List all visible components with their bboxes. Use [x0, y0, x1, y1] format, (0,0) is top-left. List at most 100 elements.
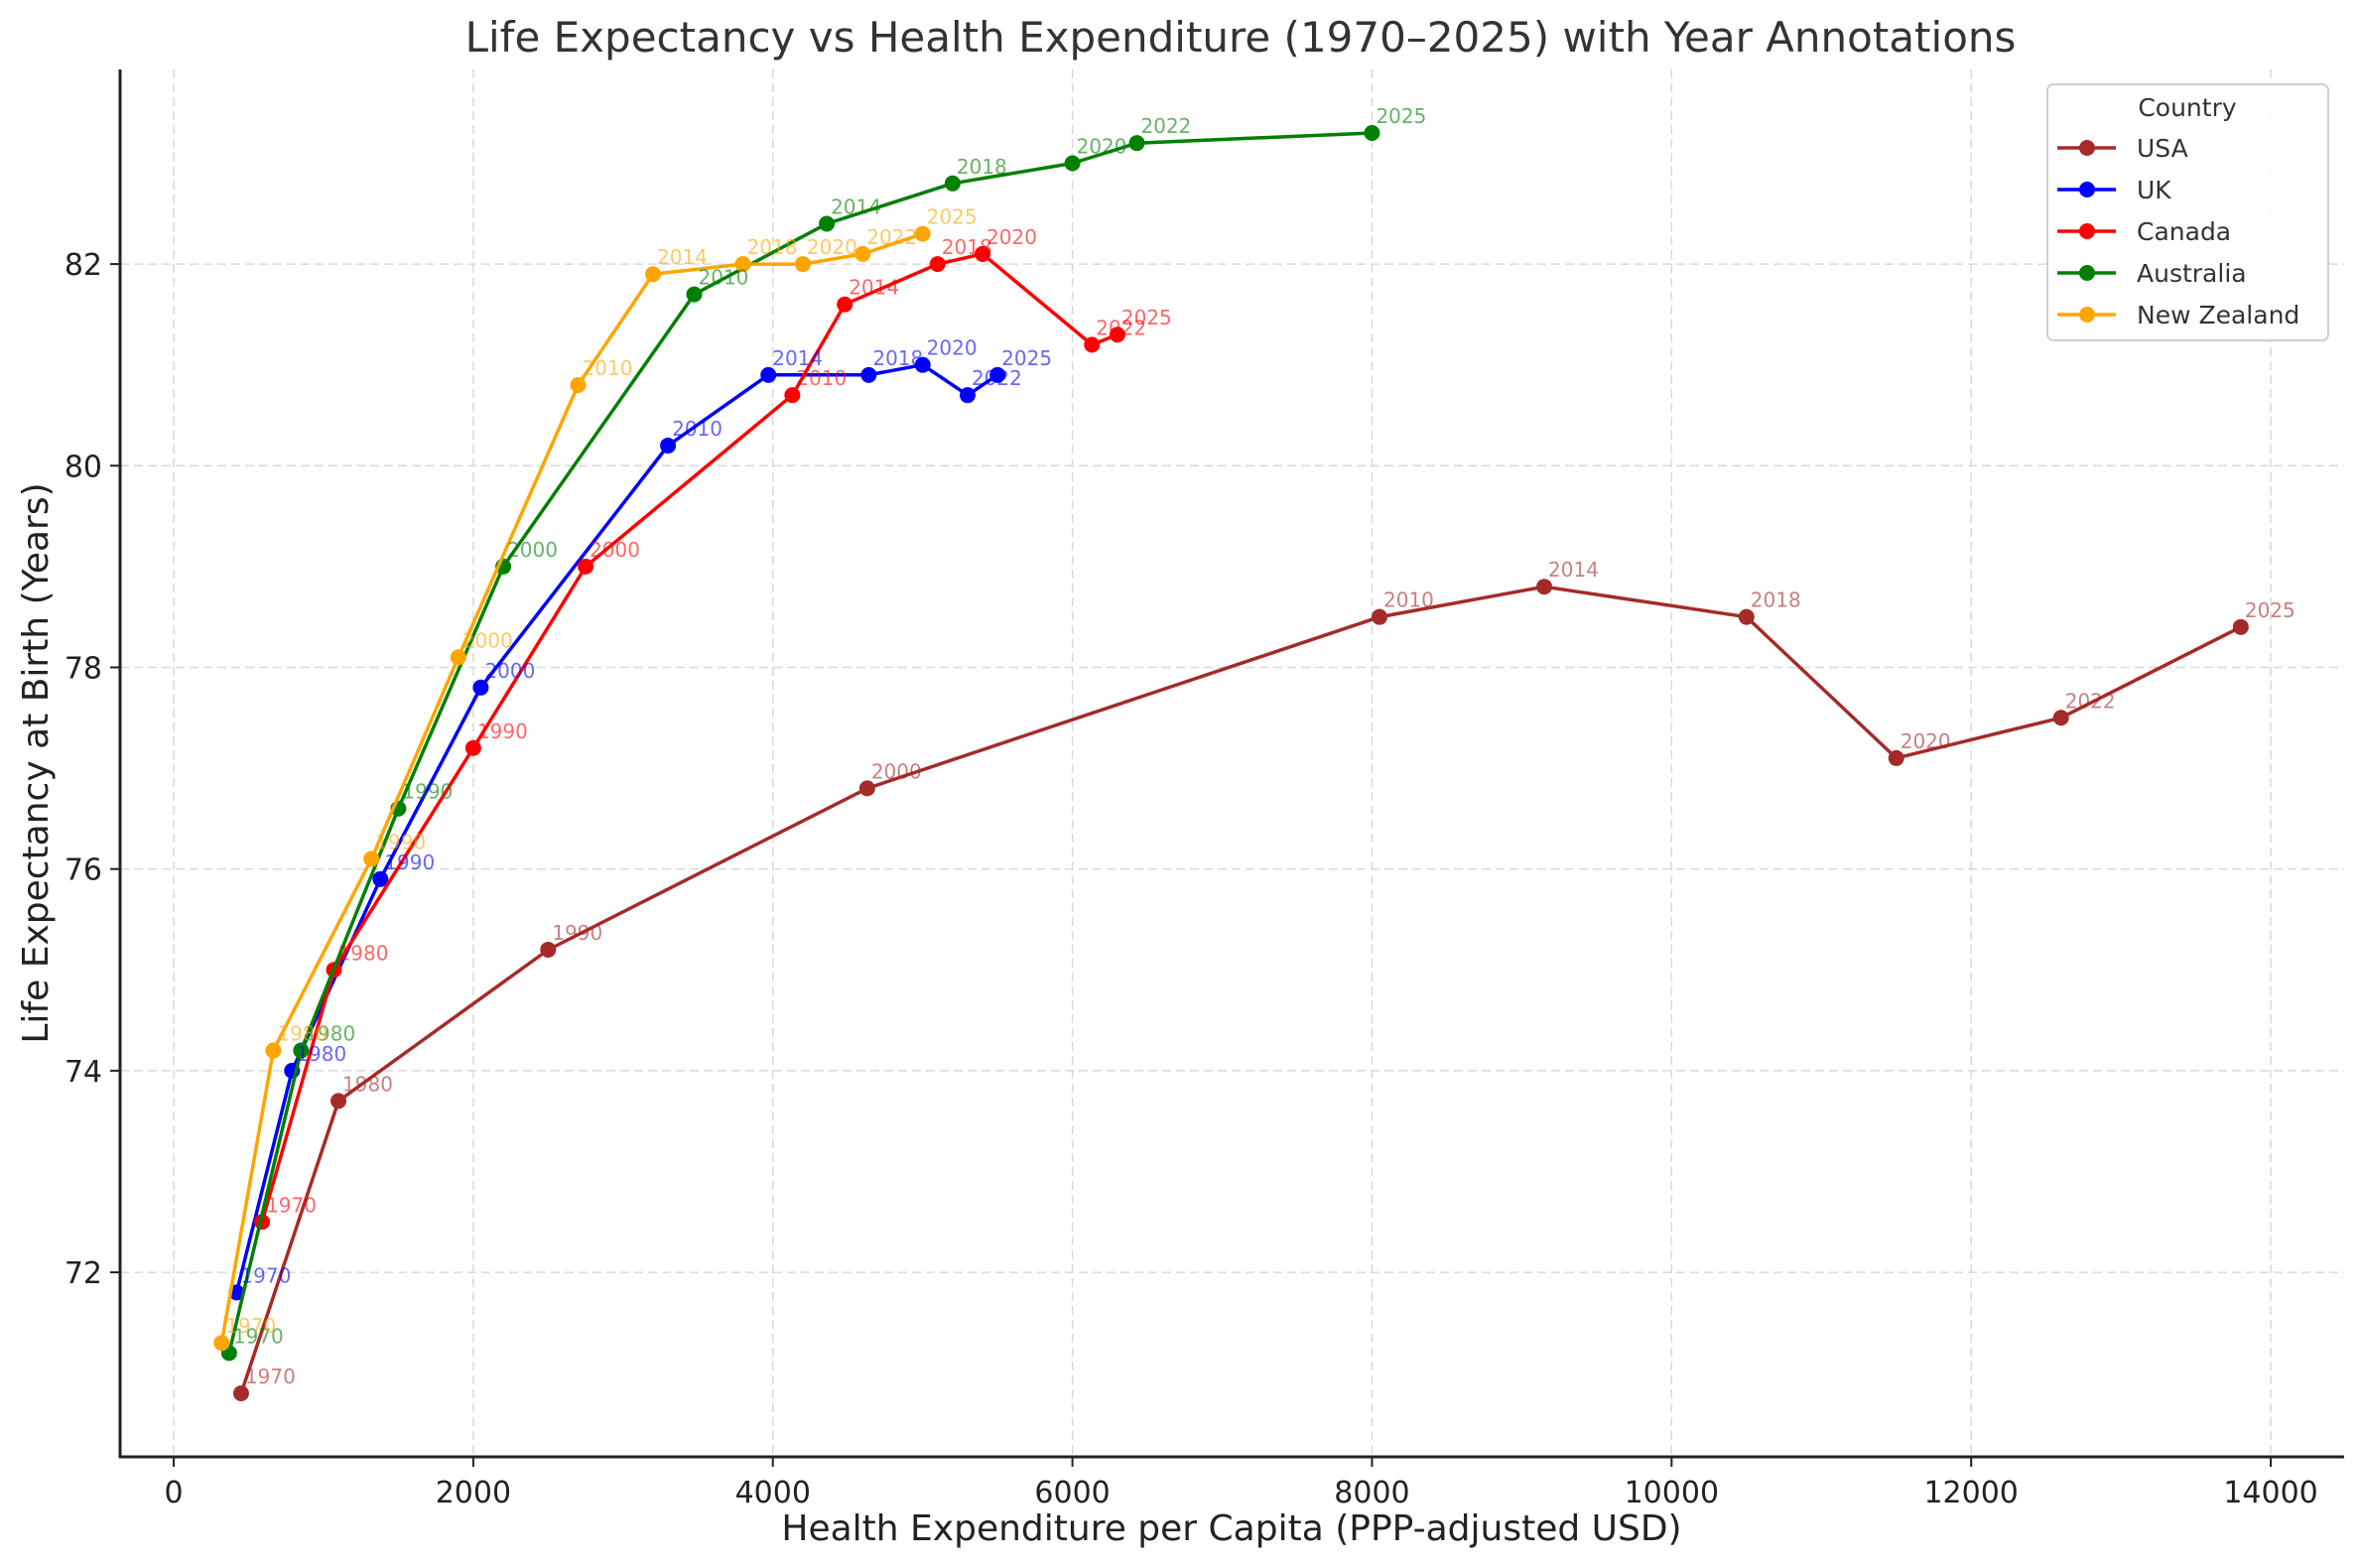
grid-lines [120, 69, 2344, 1457]
data-point-australia [819, 215, 836, 232]
data-point-new-zealand [363, 850, 380, 867]
data-point-new-zealand [854, 245, 871, 262]
data-point-uk [472, 679, 489, 696]
series-line-canada [260, 252, 1118, 1223]
legend-box [2046, 83, 2329, 341]
year-annotation-new-zealand: 2014 [657, 245, 708, 269]
year-annotation-uk: 2010 [672, 417, 722, 441]
data-point-usa [540, 941, 557, 958]
data-point-usa [1372, 608, 1388, 625]
year-annotation-usa: 1980 [342, 1072, 393, 1096]
legend-item-uk: UK [2057, 176, 2171, 204]
data-point-uk [989, 366, 1006, 383]
year-annotation-australia: 2010 [699, 266, 749, 290]
year-annotation-canada: 2022 [1096, 316, 1146, 339]
y-tick-label: 78 [65, 651, 102, 686]
data-point-canada [578, 558, 594, 575]
x-tick-label: 0 [164, 1476, 183, 1510]
y-tick-label: 82 [65, 248, 102, 283]
legend-item-usa: USA [2057, 134, 2188, 163]
year-annotation-new-zealand: 2020 [807, 235, 857, 259]
data-point-new-zealand [213, 1335, 230, 1352]
year-annotation-canada: 1990 [477, 719, 528, 743]
year-annotation-uk: 1990 [384, 850, 435, 874]
year-annotation-uk: 1970 [240, 1263, 291, 1287]
year-annotation-new-zealand: 1980 [277, 1022, 328, 1046]
data-point-canada [837, 296, 853, 313]
data-point-usa [232, 1384, 249, 1401]
data-point-australia [944, 175, 961, 192]
annotation-layer: 1970198019902000201020142018202020222025… [225, 104, 2295, 1388]
data-point-uk [760, 366, 777, 383]
year-annotation-uk: 2000 [484, 659, 535, 683]
year-annotation-australia: 2022 [1141, 114, 1192, 138]
series-line-uk [234, 362, 999, 1293]
year-annotation-uk: 2022 [972, 366, 1022, 390]
year-annotation-uk: 2014 [772, 346, 823, 370]
data-point-usa [2052, 710, 2069, 726]
year-annotation-canada: 2018 [942, 235, 992, 259]
data-point-new-zealand [734, 256, 751, 273]
data-point-canada [929, 256, 946, 273]
data-point-usa [1888, 749, 1904, 766]
year-annotation-usa: 2018 [1751, 588, 1801, 612]
year-annotation-usa: 2020 [1901, 729, 1951, 753]
year-annotation-australia: 2025 [1376, 104, 1426, 128]
year-annotation-usa: 2025 [2245, 598, 2295, 622]
chart-title: Life Expectancy vs Health Expenditure (1… [465, 13, 2017, 62]
data-point-usa [2232, 618, 2249, 635]
legend-label: USA [2137, 134, 2188, 163]
data-point-australia [1128, 135, 1145, 152]
legend-marker-icon [2079, 223, 2095, 239]
year-annotation-new-zealand: 1990 [375, 831, 426, 854]
data-point-canada [1084, 336, 1101, 353]
x-tick-label: 8000 [1334, 1476, 1409, 1510]
year-annotation-usa: 2014 [1548, 558, 1599, 582]
x-tick-label: 4000 [735, 1476, 811, 1510]
year-annotation-canada: 2025 [1121, 306, 1172, 329]
data-point-new-zealand [645, 266, 662, 283]
year-annotation-australia: 2018 [957, 155, 1007, 179]
year-annotation-uk: 1980 [296, 1042, 346, 1066]
x-tick-label: 14000 [2223, 1476, 2317, 1510]
year-annotation-uk: 2025 [1001, 346, 1052, 370]
year-annotation-usa: 1970 [245, 1365, 296, 1388]
year-annotation-canada: 2014 [849, 276, 899, 300]
data-point-canada [464, 739, 481, 756]
x-axis-ticks: 0 2000 4000 6000 8000 10000 12000 14000 [164, 1457, 2318, 1510]
data-point-australia [293, 1042, 310, 1059]
y-tick-label: 72 [65, 1256, 102, 1291]
year-annotation-new-zealand: 2010 [583, 356, 633, 380]
legend-label: Canada [2137, 217, 2231, 246]
legend-item-new-zealand: New Zealand [2057, 301, 2299, 329]
year-annotation-new-zealand: 1970 [225, 1314, 276, 1338]
data-point-canada [1109, 327, 1125, 343]
series-line-new-zealand [219, 231, 924, 1344]
year-annotation-australia: 2014 [831, 195, 881, 218]
data-point-canada [975, 245, 991, 262]
data-point-uk [914, 356, 931, 373]
year-annotation-usa: 2022 [2065, 689, 2116, 713]
data-point-uk [860, 366, 877, 383]
legend-marker-icon [2079, 307, 2095, 323]
x-tick-label: 6000 [1034, 1476, 1110, 1510]
year-annotation-canada: 2000 [590, 538, 640, 562]
legend-marker-icon [2079, 265, 2095, 281]
y-tick-label: 80 [65, 450, 102, 484]
y-axis-ticks: 72 74 76 78 80 82 [65, 248, 120, 1291]
data-point-usa [858, 780, 875, 797]
series-uk [228, 356, 1006, 1301]
series-layer [213, 125, 2249, 1401]
series-line-australia [227, 131, 1373, 1354]
y-tick-label: 76 [65, 853, 102, 888]
data-point-usa [1738, 608, 1755, 625]
legend-label: New Zealand [2137, 301, 2299, 329]
year-annotation-canada: 1980 [338, 941, 389, 965]
year-annotation-usa: 2010 [1383, 588, 1434, 612]
data-point-new-zealand [794, 256, 811, 273]
x-tick-label: 12000 [1923, 1476, 2018, 1510]
year-annotation-canada: 2020 [986, 225, 1037, 249]
data-point-new-zealand [265, 1042, 282, 1059]
data-point-new-zealand [570, 377, 587, 394]
